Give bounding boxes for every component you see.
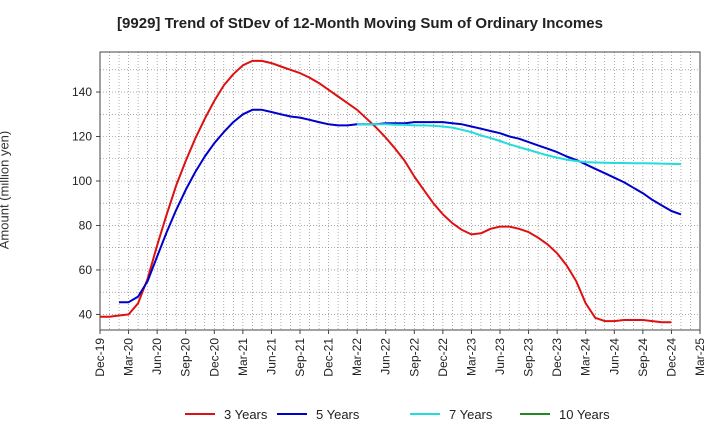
legend-label: 7 Years xyxy=(449,407,493,422)
y-tick-label: 40 xyxy=(79,307,93,321)
x-tick-label: Mar-23 xyxy=(464,338,478,376)
x-tick-label: Sep-22 xyxy=(407,338,421,377)
x-tick-label: Jun-20 xyxy=(150,338,164,375)
x-tick-label: Jun-22 xyxy=(379,338,393,375)
y-tick-label: 100 xyxy=(72,174,92,188)
x-tick-label: Mar-24 xyxy=(579,338,593,376)
chart-title: [9929] Trend of StDev of 12-Month Moving… xyxy=(117,15,603,32)
x-tick-label: Dec-22 xyxy=(436,338,450,377)
x-tick-label: Jun-21 xyxy=(264,338,278,375)
series-lines xyxy=(100,59,682,324)
series-line-7-years xyxy=(357,123,682,166)
y-tick-label: 60 xyxy=(79,263,93,277)
x-tick-label: Sep-20 xyxy=(179,338,193,377)
x-tick-label: Sep-23 xyxy=(522,338,536,377)
x-tick-label: Mar-20 xyxy=(122,338,136,376)
x-tick-label: Mar-25 xyxy=(693,338,707,376)
legend-label: 3 Years xyxy=(224,407,268,422)
x-tick-label: Sep-21 xyxy=(293,338,307,377)
x-tick-label: Jun-24 xyxy=(607,338,621,375)
series-line-5-years xyxy=(119,108,682,304)
y-axis-ticks: 40 60 80 100 120 140 xyxy=(72,85,100,321)
legend-label: 5 Years xyxy=(316,407,360,422)
x-tick-label: Mar-22 xyxy=(350,338,364,376)
x-tick-label: Dec-24 xyxy=(664,338,678,377)
plot-area-frame xyxy=(99,51,701,331)
y-tick-label: 120 xyxy=(72,130,92,144)
series-line-3-years xyxy=(100,59,672,324)
x-tick-label: Dec-20 xyxy=(207,338,221,377)
legend: 3 Years 5 Years 7 Years 10 Years xyxy=(185,407,610,422)
legend-label: 10 Years xyxy=(559,407,610,422)
x-tick-label: Dec-21 xyxy=(322,338,336,377)
y-tick-label: 80 xyxy=(79,218,93,232)
x-axis-ticks: Dec-19 Mar-20 Jun-20 Sep-20 Dec-20 Mar-21 Jun-… xyxy=(93,330,707,377)
x-tick-label: Mar-21 xyxy=(236,338,250,376)
y-tick-label: 140 xyxy=(72,85,92,99)
x-tick-label: Dec-19 xyxy=(93,338,107,377)
grid-lines xyxy=(100,52,700,330)
x-tick-label: Sep-24 xyxy=(636,338,650,377)
x-tick-label: Jun-23 xyxy=(493,338,507,375)
x-tick-label: Dec-23 xyxy=(550,338,564,377)
